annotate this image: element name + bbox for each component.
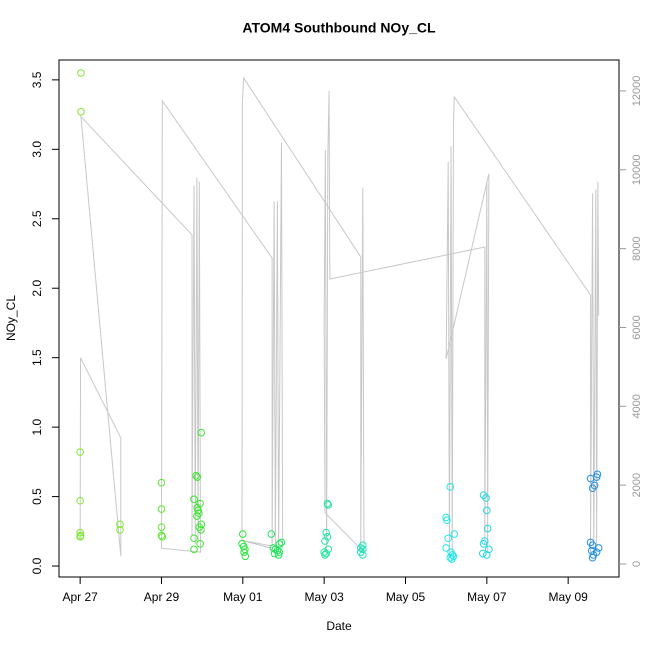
point [267, 530, 276, 538]
point [192, 471, 200, 480]
point [158, 533, 167, 541]
y-tick-label: 0.5 [30, 488, 44, 505]
point [77, 108, 85, 116]
point [190, 545, 198, 554]
y-tick-label: 3.0 [30, 141, 44, 158]
point [586, 474, 595, 483]
point [478, 549, 487, 558]
point [446, 483, 455, 491]
point [594, 544, 603, 552]
point [270, 549, 279, 558]
y-tick-label: 1.5 [30, 349, 44, 366]
point [324, 501, 333, 509]
y2-tick-label: 0 [631, 561, 643, 567]
point [323, 533, 332, 541]
point [240, 548, 248, 556]
point [77, 69, 85, 77]
chart-title: ATOM4 Southbound NOy_CL [242, 20, 436, 36]
point [358, 551, 367, 559]
point [356, 544, 365, 552]
point [239, 530, 247, 538]
point [321, 551, 329, 559]
x-tick-label: May 07 [467, 590, 507, 604]
y2-tick-label: 4000 [631, 394, 643, 418]
x-tick-label: May 05 [386, 590, 426, 604]
point [193, 512, 201, 520]
x-tick-label: May 03 [304, 590, 344, 604]
x-tick-label: May 01 [223, 590, 263, 604]
point [197, 526, 205, 534]
y2-tick-label: 10000 [631, 154, 643, 185]
y2-tick-label: 6000 [631, 315, 643, 339]
point [588, 553, 597, 562]
point [116, 526, 124, 534]
point [588, 484, 597, 493]
y2-tick-label: 12000 [631, 76, 643, 107]
y-axis-title: NOy_CL [4, 295, 18, 341]
point [483, 506, 491, 515]
y-tick-label: 2.5 [30, 210, 44, 227]
point [157, 531, 166, 540]
point [483, 524, 492, 533]
y2-tick-label: 8000 [631, 236, 643, 260]
y-tick-label: 3.5 [30, 71, 44, 88]
point [274, 551, 283, 559]
point [443, 516, 451, 524]
point [323, 499, 332, 508]
x-tick-label: Apr 29 [144, 590, 180, 604]
point [322, 528, 330, 537]
x-axis-title: Date [326, 619, 352, 633]
point [190, 534, 198, 543]
point [197, 428, 206, 437]
y-tick-label: 2.0 [30, 280, 44, 297]
point [76, 448, 84, 456]
point [321, 537, 329, 545]
y-tick-label: 1.0 [30, 418, 44, 435]
point [482, 494, 490, 502]
point [76, 528, 84, 537]
point [450, 530, 459, 538]
point [157, 478, 166, 487]
point [483, 551, 491, 559]
y-tick-label: 0.0 [30, 557, 44, 574]
point [444, 534, 452, 543]
point [193, 473, 202, 481]
point [448, 555, 456, 563]
point [190, 495, 198, 504]
point [76, 533, 84, 541]
y2-tick-label: 2000 [631, 473, 643, 497]
point [241, 552, 250, 561]
point [442, 544, 450, 552]
point [76, 496, 84, 505]
point [479, 540, 488, 548]
point [116, 520, 124, 529]
point [446, 553, 455, 562]
point [588, 541, 597, 549]
point [157, 505, 166, 513]
plot-frame [58, 59, 620, 578]
point [277, 538, 286, 547]
point [275, 540, 284, 548]
x-tick-label: Apr 27 [62, 590, 98, 604]
point [322, 549, 330, 558]
point [196, 540, 204, 548]
point [157, 523, 166, 531]
x-tick-label: May 09 [548, 590, 588, 604]
